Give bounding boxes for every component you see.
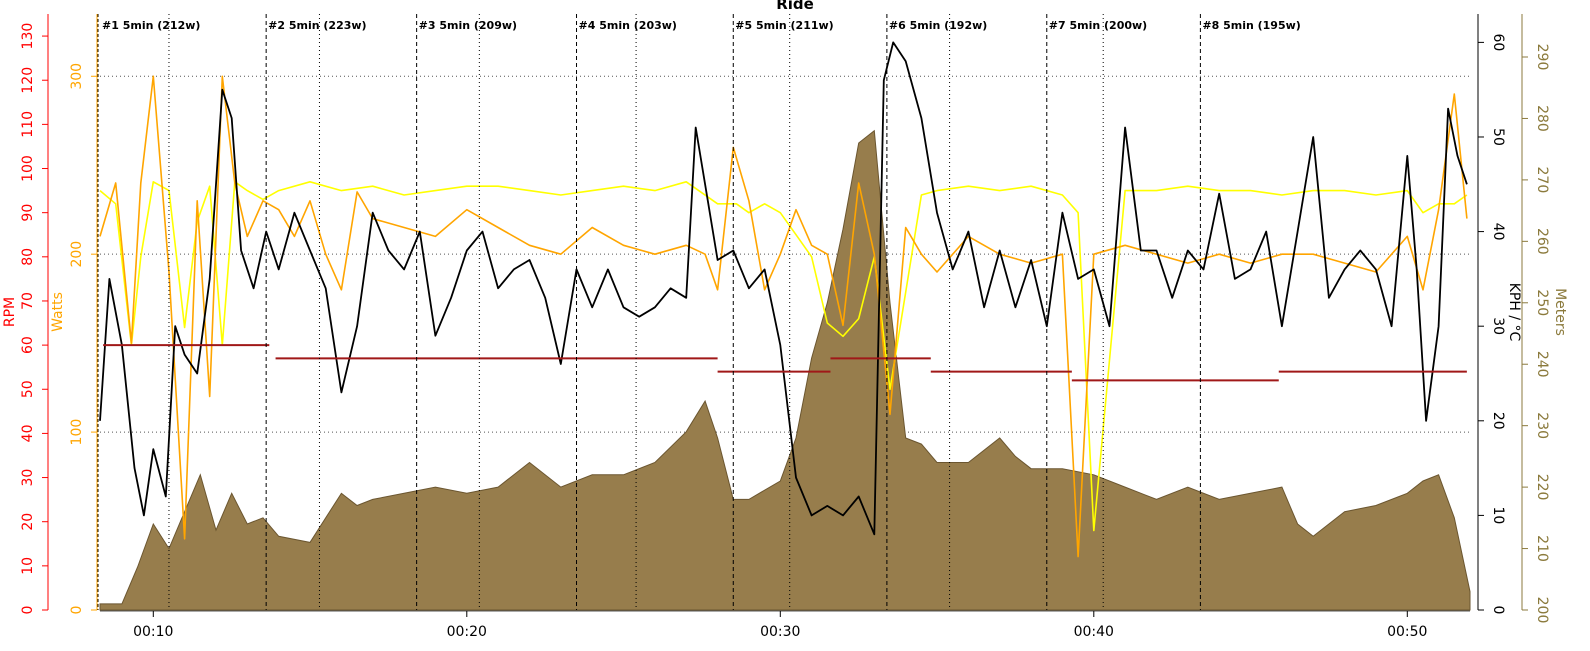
rpm-tick-label: 70: [20, 292, 36, 310]
interval-title: #4 5min (203w): [579, 19, 677, 32]
speed-line: [99, 41, 1468, 536]
chart-title: Ride: [776, 0, 814, 13]
kph-axis-title: KPH / °C: [1506, 283, 1522, 342]
meters-tick-label: 220: [1534, 474, 1550, 501]
altitude-area: [99, 129, 1471, 611]
rpm-tick-label: 30: [20, 469, 36, 487]
x-tick-label: 00:50: [1387, 624, 1427, 640]
rpm-tick-label: 110: [20, 111, 36, 138]
interval-marker-layer: #1 5min (212w) #2 5min (223w) #3 5min (209…: [102, 14, 1301, 610]
rpm-tick-label: 100: [20, 155, 36, 182]
rpm-tick-label: 40: [20, 424, 36, 442]
rpm-tick-label: 20: [20, 513, 36, 531]
rpm-tick-label: 130: [20, 23, 36, 50]
kph-tick-label: 50: [1490, 128, 1506, 146]
meters-tick-label: 240: [1534, 351, 1550, 378]
interval-title: #8 5min (195w): [1202, 19, 1300, 32]
meters-tick-label: 230: [1534, 412, 1550, 439]
interval-title: #7 5min (200w): [1049, 19, 1147, 32]
meters-tick-label: 290: [1534, 44, 1550, 71]
rpm-tick-label: 0: [20, 606, 36, 615]
rpm-tick-label: 50: [20, 380, 36, 398]
watts-tick-label: 300: [69, 63, 85, 90]
watts-tick-label: 200: [69, 241, 85, 268]
interval-title: #2 5min (223w): [268, 19, 366, 32]
meters-tick-label: 210: [1534, 535, 1550, 562]
kph-tick-label: 10: [1490, 506, 1506, 524]
altitude-area-layer: [99, 129, 1471, 611]
kph-tick-label: 30: [1490, 317, 1506, 335]
meters-tick-label: 280: [1534, 105, 1550, 132]
rpm-tick-label: 80: [20, 248, 36, 266]
power-line: [99, 75, 1468, 558]
kph-tick-label: 40: [1490, 223, 1506, 241]
grid-layer: [97, 14, 1470, 612]
rpm-tick-label: 10: [20, 557, 36, 575]
watts-tick-label: 0: [69, 606, 85, 615]
rpm-tick-label: 60: [20, 336, 36, 354]
meters-axis-title: Meters: [1552, 288, 1568, 336]
x-tick-label: 00:30: [760, 624, 800, 640]
interval-title: #5 5min (211w): [735, 19, 833, 32]
rpm-tick-label: 120: [20, 67, 36, 94]
watts-tick-label: 100: [69, 419, 85, 446]
x-tick-label: 00:10: [133, 624, 173, 640]
axis-layer: 00:10 00:20 00:30 00:40 00:50 0 10 20 30 40 50 60 70…: [2, 14, 1568, 640]
x-tick-label: 00:40: [1074, 624, 1114, 640]
watts-axis-title: Watts: [50, 292, 66, 332]
kph-tick-label: 0: [1490, 606, 1506, 615]
series-line-layer: [99, 41, 1468, 558]
rpm-axis-title: RPM: [2, 297, 18, 327]
kph-tick-label: 20: [1490, 412, 1506, 430]
x-tick-label: 00:20: [447, 624, 487, 640]
meters-tick-label: 270: [1534, 167, 1550, 194]
meters-tick-label: 260: [1534, 228, 1550, 255]
interval-title: #3 5min (209w): [419, 19, 517, 32]
kph-tick-label: 60: [1490, 33, 1506, 51]
meters-tick-label: 200: [1534, 597, 1550, 624]
interval-title: #6 5min (192w): [889, 19, 987, 32]
meters-tick-label: 250: [1534, 289, 1550, 316]
interval-level-layer: [103, 344, 1467, 382]
interval-title: #1 5min (212w): [102, 19, 200, 32]
rpm-tick-label: 90: [20, 204, 36, 222]
